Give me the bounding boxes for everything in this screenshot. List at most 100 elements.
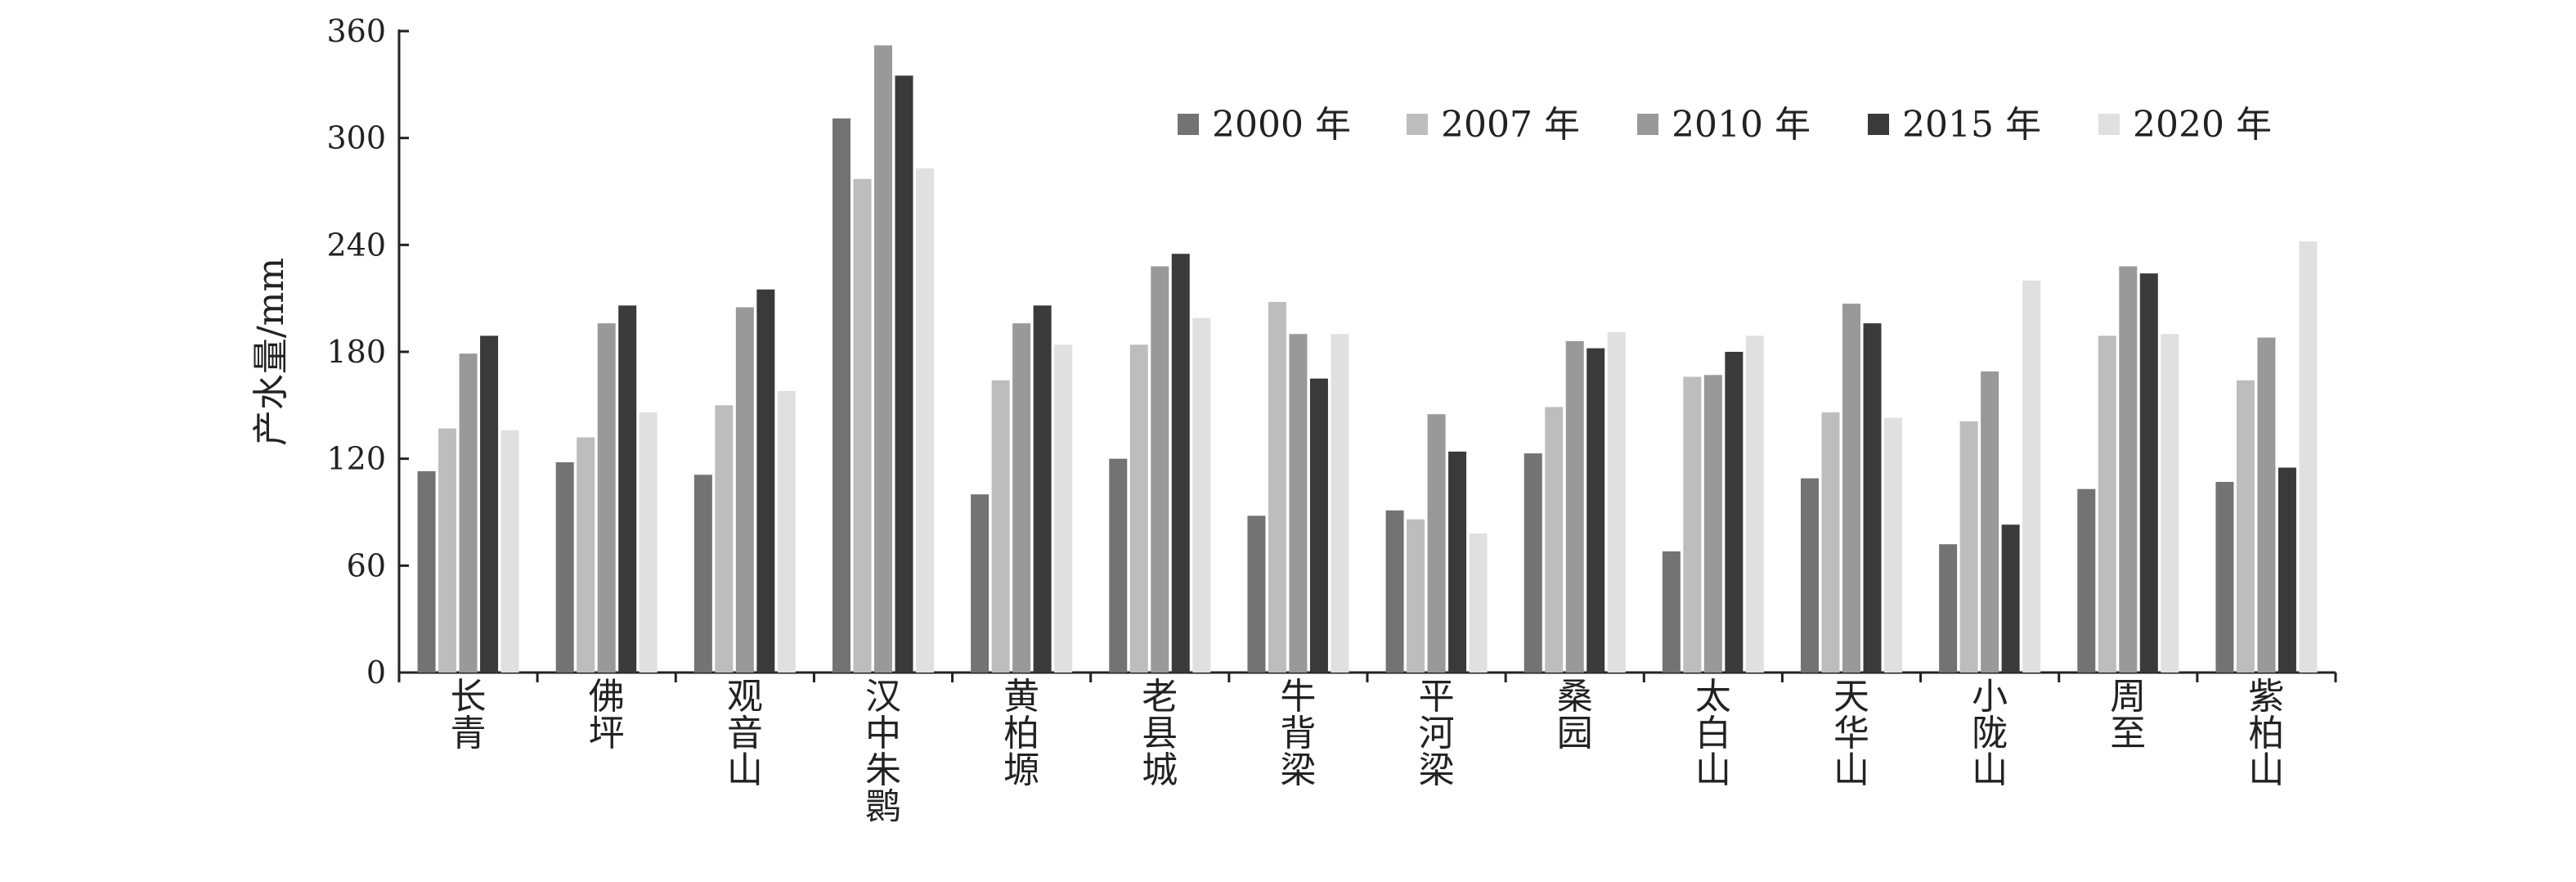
- y-tick-label: 180: [326, 334, 386, 370]
- bar: [1385, 510, 1404, 673]
- legend-swatch: [1868, 114, 1889, 135]
- bar: [500, 430, 519, 673]
- x-category-label: 紫柏山: [2248, 676, 2284, 791]
- bar: [2299, 241, 2318, 673]
- bar: [1607, 332, 1626, 673]
- bar: [693, 475, 712, 673]
- bar: [1129, 344, 1148, 673]
- bar: [1469, 533, 1488, 673]
- bar: [735, 307, 754, 673]
- bars: [417, 45, 2318, 673]
- legend-label: 2015 年: [1902, 104, 2041, 146]
- bar: [2215, 481, 2234, 673]
- x-category-label: 老县城: [1142, 676, 1178, 791]
- bar: [1725, 352, 1744, 673]
- y-axis-title: 产水量/mm: [250, 258, 292, 446]
- bar: [459, 353, 478, 673]
- bar: [916, 168, 934, 673]
- bar: [438, 428, 457, 673]
- x-category-label: 观音山: [727, 676, 763, 791]
- bar: [1662, 551, 1681, 673]
- bar: [1289, 334, 1308, 673]
- x-category-label: 太白山: [1695, 676, 1731, 791]
- bar: [777, 390, 796, 673]
- bar: [2161, 334, 2179, 673]
- x-category-label: 周至: [2110, 676, 2146, 754]
- bar: [1192, 317, 1211, 673]
- legend-label: 2010 年: [1672, 104, 1811, 146]
- y-tick-label: 120: [326, 441, 386, 477]
- bar: [1586, 348, 1605, 673]
- bar: [1959, 421, 1978, 673]
- bar: [597, 323, 616, 673]
- x-category-label: 牛背梁: [1280, 676, 1316, 791]
- bar: [1842, 304, 1860, 673]
- bar: [1863, 323, 1882, 673]
- bar: [1247, 515, 1266, 673]
- x-category-label: 汉中朱鹮: [865, 676, 901, 828]
- bar: [1545, 407, 1564, 673]
- y-tick-label: 60: [347, 547, 386, 583]
- bar: [577, 437, 595, 673]
- bar: [2257, 337, 2276, 673]
- bar: [1939, 544, 1958, 673]
- bar: [1012, 323, 1031, 673]
- bar: [1565, 340, 1584, 673]
- bar: [618, 305, 637, 673]
- bar: [1331, 334, 1349, 673]
- bar: [2077, 488, 2096, 673]
- bar: [1151, 266, 1169, 673]
- legend-swatch: [1637, 114, 1658, 135]
- bar: [1309, 378, 1328, 673]
- bar: [1171, 254, 1190, 673]
- bar: [2278, 467, 2296, 673]
- bar: [555, 462, 574, 673]
- bar: [832, 118, 850, 673]
- bar: [2098, 335, 2116, 673]
- legend-label: 2007 年: [1441, 104, 1580, 146]
- bar: [715, 405, 734, 673]
- bar: [1407, 519, 1425, 673]
- legend-label: 2020 年: [2133, 104, 2272, 146]
- bar: [2001, 524, 2020, 673]
- bar: [1448, 451, 1467, 673]
- category-labels: 长青 佛坪 观音山 汉中朱鹮 黄柏塬 老县城 牛背梁 平河梁 桑园 太白山 天华山 小陇山 周至 紫柏山: [451, 676, 2285, 828]
- bar: [2119, 266, 2138, 673]
- bar: [1524, 453, 1542, 673]
- bar: [1109, 458, 1128, 673]
- bar: [1884, 417, 1902, 673]
- axes: [397, 29, 2337, 682]
- bar: [2139, 273, 2158, 673]
- bar: [1801, 478, 1819, 673]
- x-category-label: 天华山: [1833, 676, 1869, 791]
- legend-swatch: [1178, 114, 1199, 135]
- bar: [895, 75, 913, 673]
- legend-swatch: [1407, 114, 1428, 135]
- x-category-label: 平河梁: [1419, 676, 1455, 791]
- bar: [417, 470, 436, 673]
- bar: [874, 45, 892, 673]
- y-tick-label: 300: [326, 120, 386, 156]
- y-tick-label: 0: [366, 655, 386, 691]
- bar: [639, 412, 657, 673]
- bar: [2236, 380, 2255, 673]
- y-tick-label: 240: [326, 227, 386, 263]
- bar: [1033, 305, 1052, 673]
- bar: [2022, 280, 2041, 673]
- x-category-label: 桑园: [1557, 676, 1593, 754]
- bar: [480, 335, 499, 673]
- legend-swatch: [2098, 114, 2120, 135]
- y-tick-label: 360: [326, 13, 386, 49]
- bar: [971, 494, 990, 673]
- x-category-label: 佛坪: [589, 676, 625, 754]
- bar: [1683, 376, 1702, 673]
- y-tick-labels: 0 60 120 180 240 300 360: [326, 13, 386, 691]
- bar: [1703, 375, 1722, 673]
- bar: [1745, 335, 1764, 673]
- bar: [1427, 414, 1446, 673]
- bar: [991, 380, 1010, 673]
- bar: [1981, 371, 1999, 673]
- bar: [1821, 412, 1840, 673]
